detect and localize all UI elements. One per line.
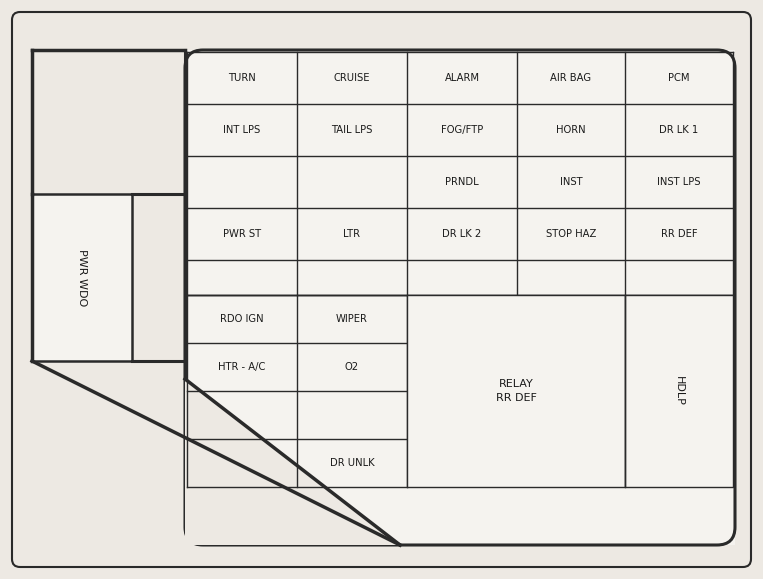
Polygon shape (185, 50, 735, 545)
Text: RDO IGN: RDO IGN (221, 314, 264, 324)
Text: RR DEF: RR DEF (661, 229, 697, 239)
Text: INST LPS: INST LPS (657, 177, 700, 187)
Text: PWR ST: PWR ST (223, 229, 261, 239)
Text: HTR - A/C: HTR - A/C (218, 362, 266, 372)
Text: HDLP: HDLP (674, 376, 684, 406)
Text: TAIL LPS: TAIL LPS (331, 125, 372, 135)
Bar (32, 194, 132, 361)
Text: AIR BAG: AIR BAG (550, 73, 591, 83)
Text: ALARM: ALARM (445, 73, 479, 83)
Text: CRUISE: CRUISE (333, 73, 370, 83)
Text: WIPER: WIPER (336, 314, 368, 324)
Polygon shape (185, 379, 400, 545)
Text: INST: INST (560, 177, 582, 187)
Text: FOG/FTP: FOG/FTP (441, 125, 483, 135)
Bar (625, 295, 733, 487)
Text: DR LK 2: DR LK 2 (443, 229, 481, 239)
Text: TURN: TURN (228, 73, 256, 83)
Text: LTR: LTR (343, 229, 360, 239)
Text: PRNDL: PRNDL (445, 177, 479, 187)
Text: O2: O2 (345, 362, 359, 372)
Text: HORN: HORN (556, 125, 586, 135)
Text: PWR WDO: PWR WDO (77, 249, 87, 306)
Text: RELAY
RR DEF: RELAY RR DEF (495, 379, 536, 403)
Text: INT LPS: INT LPS (224, 125, 261, 135)
Bar (407, 295, 625, 487)
Text: DR LK 1: DR LK 1 (659, 125, 699, 135)
Text: PCM: PCM (668, 73, 690, 83)
FancyBboxPatch shape (12, 12, 751, 567)
Text: STOP HAZ: STOP HAZ (546, 229, 596, 239)
Text: DR UNLK: DR UNLK (330, 458, 375, 468)
